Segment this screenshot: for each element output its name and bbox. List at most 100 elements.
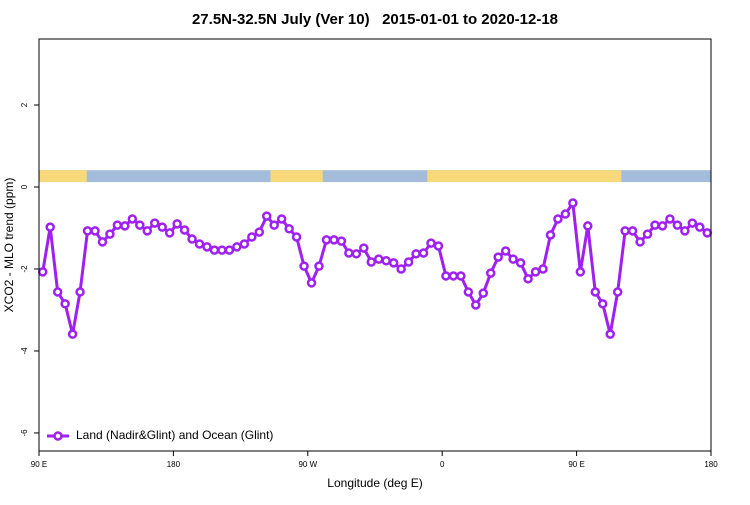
point [500, 246, 511, 256]
point [254, 227, 265, 237]
point [612, 287, 623, 297]
point [67, 329, 78, 339]
point [493, 252, 503, 262]
point [149, 218, 160, 228]
point [209, 245, 220, 255]
point [127, 214, 138, 224]
point [306, 278, 317, 288]
y-tick-label: -6 [20, 429, 29, 437]
point [247, 232, 257, 242]
point [351, 249, 362, 259]
point [568, 198, 578, 208]
point [411, 249, 421, 259]
point [597, 299, 608, 309]
point [620, 226, 630, 236]
plot-frame [38, 38, 712, 452]
y-tick-label: -2 [20, 265, 29, 273]
point [508, 254, 518, 264]
point [695, 222, 705, 232]
legend-marker [53, 431, 63, 441]
point [217, 245, 227, 255]
point [680, 226, 690, 236]
point [545, 230, 556, 240]
point [142, 226, 153, 236]
point [635, 237, 645, 247]
point [299, 261, 309, 271]
point [605, 329, 615, 339]
point [194, 239, 205, 249]
x-tick-label: 90 E [31, 460, 47, 469]
y-tick-label: 0 [20, 184, 29, 189]
x-tick-label: 90 E [568, 460, 584, 469]
legend-label: Land (Nadir&Glint) and Ocean (Glint) [76, 428, 273, 442]
point [560, 209, 571, 219]
point [321, 235, 332, 245]
y-axis-label: XCO2 - MLO trend (ppm) [2, 178, 16, 313]
point [426, 238, 436, 248]
point [359, 243, 369, 253]
point [657, 221, 668, 231]
point [157, 222, 167, 232]
point [172, 219, 182, 229]
point [590, 287, 601, 297]
point [37, 267, 48, 277]
point [403, 257, 414, 267]
point [373, 254, 384, 264]
point [75, 287, 85, 297]
point [478, 288, 489, 298]
point [164, 228, 175, 238]
point [45, 222, 55, 232]
point [329, 235, 339, 245]
point [583, 221, 593, 231]
point [553, 214, 563, 224]
point [396, 264, 406, 274]
y-tick-label: 2 [20, 102, 29, 107]
point [448, 271, 459, 281]
point [269, 220, 279, 230]
point [179, 225, 190, 235]
x-tick-label: 180 [704, 460, 718, 469]
point [52, 287, 63, 297]
point [90, 226, 100, 236]
x-tick-label: 0 [440, 460, 445, 469]
point [650, 220, 660, 230]
point [97, 237, 108, 247]
point [381, 256, 391, 266]
point [485, 268, 496, 278]
point [82, 226, 93, 236]
chart-title: 27.5N-32.5N July (Ver 10) 2015-01-01 to … [192, 11, 558, 28]
point [239, 239, 250, 249]
point [112, 220, 123, 230]
point [284, 224, 294, 234]
x-axis-label: Longitude (deg E) [327, 476, 422, 490]
point [665, 214, 675, 224]
land-band [39, 170, 87, 183]
point [441, 271, 451, 281]
point [276, 214, 287, 224]
point [538, 264, 548, 274]
point [575, 267, 586, 277]
point [702, 228, 713, 238]
point [388, 258, 399, 268]
point [627, 226, 638, 236]
land-band [270, 170, 323, 183]
point [523, 274, 533, 284]
x-tick-label: 90 W [298, 460, 317, 469]
point [530, 267, 541, 277]
point [515, 258, 526, 268]
point [433, 241, 444, 251]
point [336, 236, 347, 246]
point [642, 229, 653, 239]
point [344, 248, 354, 258]
point [202, 242, 212, 252]
point [418, 248, 429, 258]
point [135, 220, 145, 230]
point [105, 229, 115, 239]
point [471, 300, 481, 310]
point [187, 234, 197, 244]
land-band [427, 170, 622, 183]
point [232, 242, 242, 252]
point [224, 245, 235, 255]
point [60, 299, 70, 309]
